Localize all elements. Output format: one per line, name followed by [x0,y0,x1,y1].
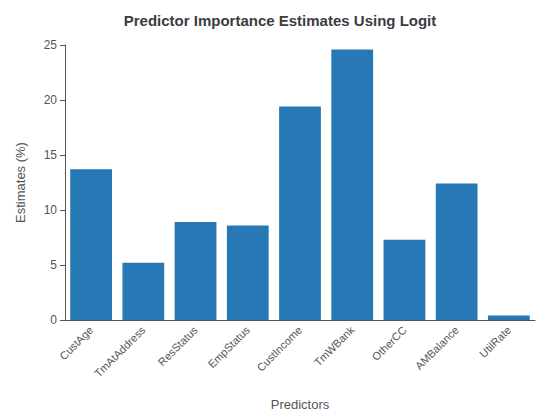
svg-text:20: 20 [44,93,58,107]
svg-text:EmpStatus: EmpStatus [206,323,253,370]
svg-text:Predictors: Predictors [271,397,330,412]
svg-text:CustAge: CustAge [57,324,95,362]
svg-text:5: 5 [50,258,57,272]
svg-text:Estimates (%): Estimates (%) [13,142,28,223]
svg-text:Predictor Importance Estimates: Predictor Importance Estimates Using Log… [124,12,437,29]
svg-text:OtherCC: OtherCC [370,324,409,363]
svg-text:10: 10 [44,203,58,217]
svg-text:ResStatus: ResStatus [155,323,200,368]
svg-text:UtilRate: UtilRate [477,324,513,360]
svg-text:15: 15 [44,148,58,162]
svg-text:CustIncome: CustIncome [254,324,304,374]
svg-text:TmWBank: TmWBank [312,323,357,368]
svg-text:0: 0 [50,313,57,327]
svg-text:25: 25 [44,38,58,52]
svg-text:TmAtAddress: TmAtAddress [92,323,148,379]
svg-text:AMBalance: AMBalance [413,324,461,372]
